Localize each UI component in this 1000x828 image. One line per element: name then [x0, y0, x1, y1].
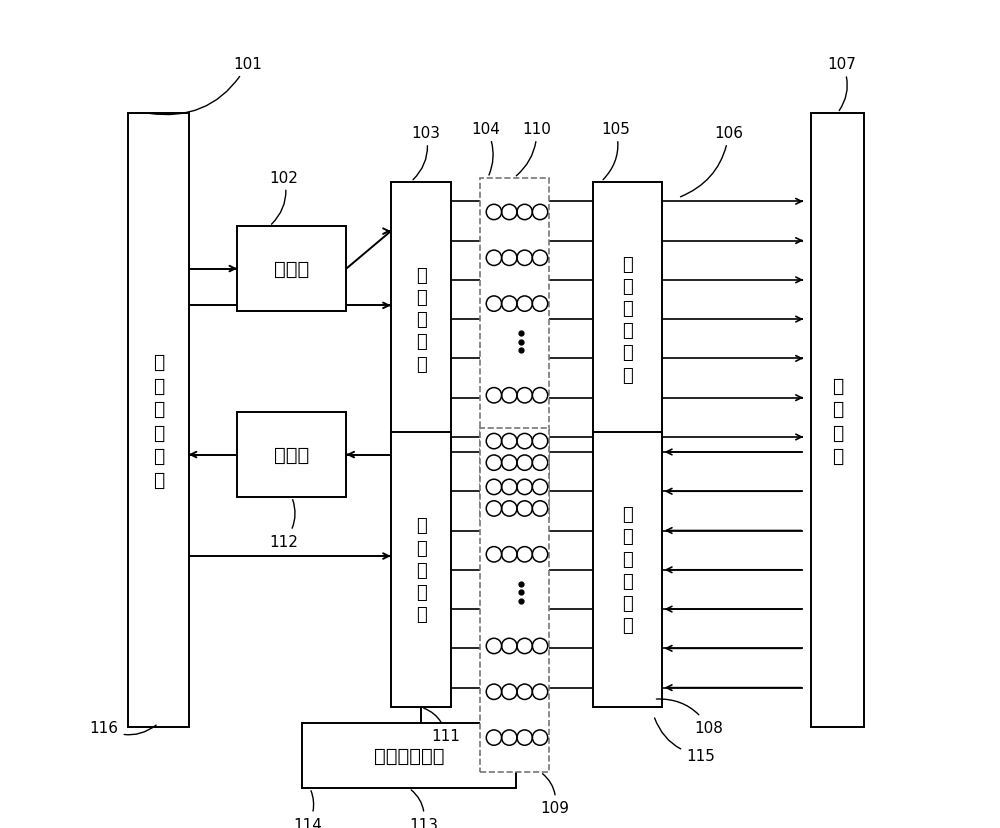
Text: 105: 105	[601, 122, 630, 181]
Text: 111: 111	[424, 708, 460, 743]
Text: 控
制
处
理
单
元: 控 制 处 理 单 元	[153, 353, 164, 489]
Bar	[391, 433, 451, 707]
Text: 101: 101	[149, 57, 262, 115]
Text: 发
射
光
学
系
统: 发 射 光 学 系 统	[622, 255, 633, 384]
Text: 108: 108	[656, 699, 723, 734]
Text: 104: 104	[472, 122, 501, 176]
Text: 114: 114	[294, 791, 323, 828]
Bar	[128, 113, 189, 728]
Text: 激光器: 激光器	[274, 260, 309, 279]
Text: 探测器: 探测器	[274, 445, 309, 465]
Text: 115: 115	[655, 718, 715, 763]
Text: 107: 107	[828, 57, 856, 112]
Text: 106: 106	[680, 126, 743, 198]
Bar	[237, 227, 346, 311]
Bar	[480, 429, 549, 772]
Text: 旋转扫描机构: 旋转扫描机构	[374, 746, 444, 765]
Text: 待
测
物
体: 待 测 物 体	[832, 376, 843, 465]
Text: 109: 109	[540, 773, 569, 816]
Text: 110: 110	[516, 122, 551, 176]
Bar	[237, 412, 346, 498]
Text: 103: 103	[411, 126, 440, 181]
Bar	[302, 724, 516, 788]
Bar	[480, 178, 549, 522]
Text: 116: 116	[90, 720, 156, 735]
Bar	[811, 113, 864, 728]
Text: 接
收
光
学
系
统: 接 收 光 学 系 统	[622, 506, 633, 634]
Text: 113: 113	[409, 790, 438, 828]
Text: 第
二
光
开
关: 第 二 光 开 关	[416, 517, 427, 623]
Bar	[593, 182, 662, 457]
Text: 第
一
光
开
关: 第 一 光 开 关	[416, 267, 427, 373]
Bar	[391, 182, 451, 457]
Text: 112: 112	[270, 500, 298, 549]
Text: 102: 102	[270, 171, 298, 225]
Bar	[593, 433, 662, 707]
